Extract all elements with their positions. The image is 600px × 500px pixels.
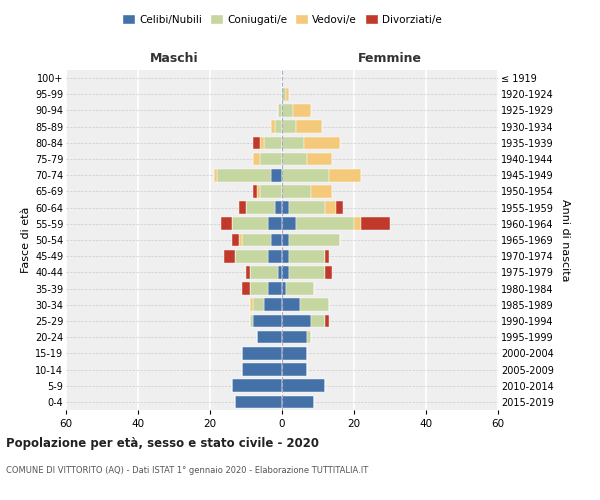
Bar <box>282 347 307 360</box>
Bar <box>282 380 325 392</box>
Bar <box>282 88 286 101</box>
Bar <box>260 152 282 166</box>
Bar <box>253 185 257 198</box>
Bar <box>325 202 336 214</box>
Bar <box>282 331 307 344</box>
Bar <box>282 266 289 278</box>
Bar <box>250 266 278 278</box>
Bar <box>264 298 282 311</box>
Bar <box>242 363 282 376</box>
Bar <box>232 234 239 246</box>
Bar <box>325 266 332 278</box>
Bar <box>268 250 282 262</box>
Bar <box>246 266 250 278</box>
Bar <box>282 202 289 214</box>
Bar <box>354 218 361 230</box>
Bar <box>242 282 250 295</box>
Y-axis label: Fasce di età: Fasce di età <box>20 207 31 273</box>
Bar <box>289 250 325 262</box>
Bar <box>242 234 271 246</box>
Bar <box>253 314 282 328</box>
Bar <box>257 185 260 198</box>
Bar <box>253 152 260 166</box>
Bar <box>214 169 217 181</box>
Bar <box>221 218 232 230</box>
Bar <box>282 120 296 133</box>
Bar <box>257 331 282 344</box>
Bar <box>329 169 361 181</box>
Text: COMUNE DI VITTORITO (AQ) - Dati ISTAT 1° gennaio 2020 - Elaborazione TUTTITALIA.: COMUNE DI VITTORITO (AQ) - Dati ISTAT 1°… <box>6 466 368 475</box>
Text: Popolazione per età, sesso e stato civile - 2020: Popolazione per età, sesso e stato civil… <box>6 438 319 450</box>
Y-axis label: Anni di nascita: Anni di nascita <box>560 198 571 281</box>
Bar <box>304 136 340 149</box>
Bar <box>239 202 246 214</box>
Text: Femmine: Femmine <box>358 52 422 65</box>
Bar <box>282 136 304 149</box>
Bar <box>289 234 340 246</box>
Bar <box>268 218 282 230</box>
Bar <box>253 298 264 311</box>
Bar <box>275 120 282 133</box>
Bar <box>282 104 293 117</box>
Bar <box>250 298 253 311</box>
Bar <box>271 169 282 181</box>
Bar <box>282 363 307 376</box>
Bar <box>264 136 282 149</box>
Bar <box>232 218 268 230</box>
Bar <box>239 234 242 246</box>
Bar <box>246 202 275 214</box>
Bar <box>242 347 282 360</box>
Text: Maschi: Maschi <box>149 52 199 65</box>
Bar <box>282 234 289 246</box>
Bar <box>282 298 300 311</box>
Bar <box>250 282 268 295</box>
Bar <box>278 104 282 117</box>
Bar <box>232 380 282 392</box>
Bar <box>235 396 282 408</box>
Bar <box>307 152 332 166</box>
Bar <box>282 218 296 230</box>
Bar <box>289 202 325 214</box>
Bar <box>275 202 282 214</box>
Bar <box>311 185 332 198</box>
Bar <box>282 169 329 181</box>
Bar <box>282 152 307 166</box>
Bar <box>307 331 311 344</box>
Bar <box>325 314 329 328</box>
Bar <box>250 314 253 328</box>
Bar <box>253 136 260 149</box>
Bar <box>361 218 390 230</box>
Bar <box>282 185 311 198</box>
Bar <box>217 169 271 181</box>
Bar <box>300 298 329 311</box>
Bar <box>289 266 325 278</box>
Bar <box>286 282 314 295</box>
Bar <box>224 250 235 262</box>
Bar <box>296 120 322 133</box>
Bar <box>282 282 286 295</box>
Bar <box>271 120 275 133</box>
Bar <box>271 234 282 246</box>
Bar <box>282 314 311 328</box>
Bar <box>311 314 325 328</box>
Bar <box>278 266 282 278</box>
Bar <box>235 250 268 262</box>
Bar <box>336 202 343 214</box>
Bar <box>325 250 329 262</box>
Bar <box>293 104 311 117</box>
Legend: Celibi/Nubili, Coniugati/e, Vedovi/e, Divorziati/e: Celibi/Nubili, Coniugati/e, Vedovi/e, Di… <box>118 10 446 29</box>
Bar <box>296 218 354 230</box>
Bar <box>286 88 289 101</box>
Bar <box>282 250 289 262</box>
Bar <box>268 282 282 295</box>
Bar <box>260 185 282 198</box>
Bar <box>260 136 264 149</box>
Bar <box>282 396 314 408</box>
